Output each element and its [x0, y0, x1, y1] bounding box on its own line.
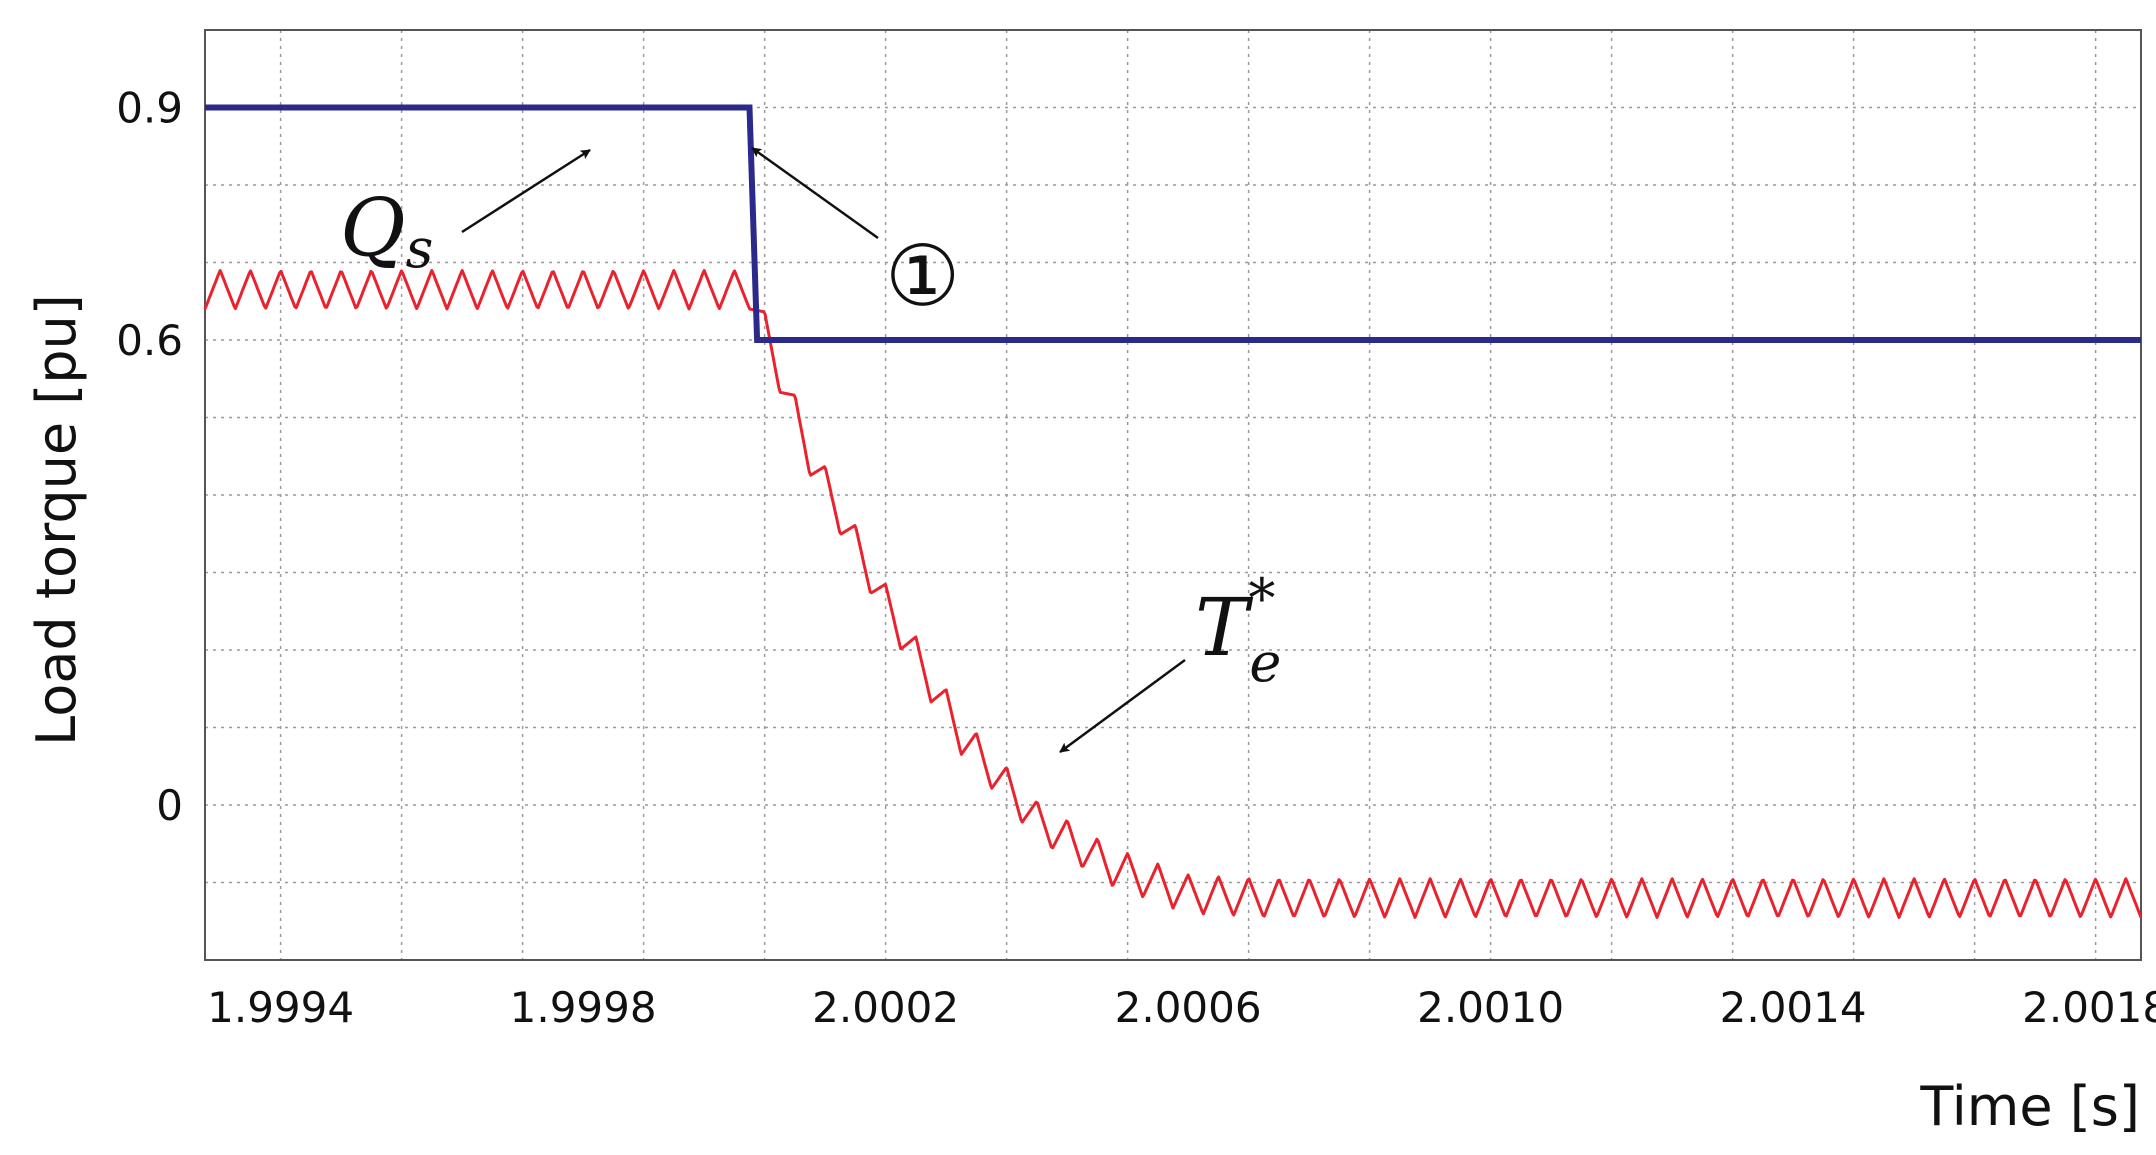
series-te-star-line — [203, 269, 2143, 919]
x-tick-label: 2.0006 — [1115, 983, 1262, 1032]
annotation-te-superscript: * — [1248, 567, 1275, 630]
annotation-qs-symbol: Q — [340, 181, 406, 274]
annotation-te-star-arrow — [1059, 658, 1186, 754]
y-tick-label: 0.9 — [116, 84, 183, 133]
annotation-te-star: T* e — [1059, 567, 1281, 754]
x-tick-labels: 1.9994 1.9998 2.0002 2.0006 2.0010 2.0014 2.00… — [207, 983, 2156, 1032]
grid — [205, 30, 2141, 960]
y-tick-label: 0.6 — [116, 316, 183, 365]
svg-text:Qs: Qs — [340, 181, 433, 280]
annotation-qs: Qs — [340, 148, 591, 280]
y-axis-title: Load torque [pu] — [25, 294, 88, 746]
y-tick-labels: 0.9 0.6 0 — [116, 84, 183, 831]
annotation-te-symbol: T — [1195, 581, 1254, 674]
x-tick-label: 2.0010 — [1417, 983, 1564, 1032]
x-axis-title: Time [s] — [1919, 1075, 2140, 1138]
svg-text:①: ① — [885, 227, 960, 325]
svg-text:T*e: T* e — [1195, 567, 1281, 694]
x-tick-label: 2.0002 — [812, 983, 959, 1032]
series-qs-line — [205, 104, 2141, 343]
annotation-marker-1: ① — [751, 146, 960, 325]
x-tick-label: 1.9998 — [510, 983, 657, 1032]
annotation-te-subscript: e — [1249, 631, 1281, 694]
x-tick-label: 2.0018 — [2022, 983, 2156, 1032]
plot-frame — [204, 29, 2142, 961]
annotation-qs-subscript: s — [406, 217, 434, 280]
x-tick-label: 1.9994 — [207, 983, 354, 1032]
x-tick-label: 2.0014 — [1720, 983, 1867, 1032]
annotation-marker-1-arrow — [751, 146, 879, 240]
annotation-qs-arrow — [461, 148, 591, 234]
y-tick-label: 0 — [156, 781, 183, 830]
